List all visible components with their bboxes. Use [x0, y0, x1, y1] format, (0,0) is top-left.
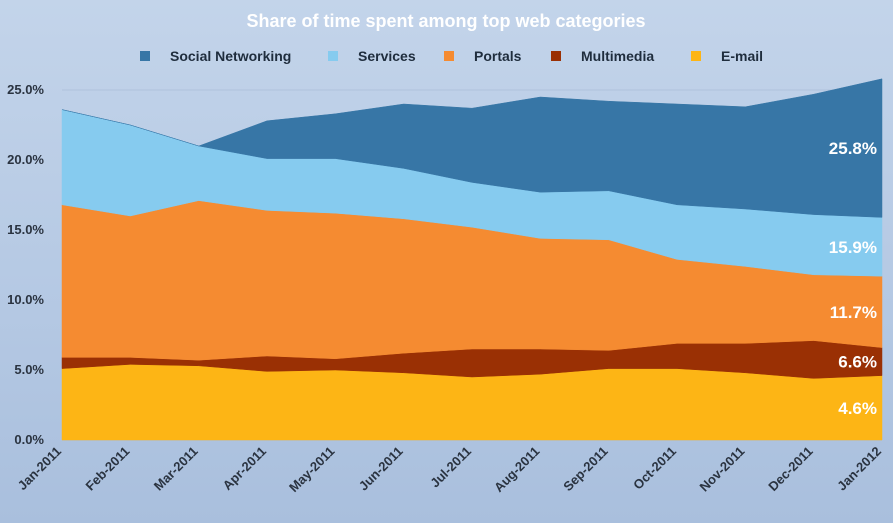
legend-swatch [328, 51, 338, 61]
y-tick-label: 25.0% [7, 82, 44, 97]
x-tick-label: Mar-2011 [151, 444, 201, 494]
y-tick-label: 20.0% [7, 152, 44, 167]
value-label-portals: 11.7% [830, 303, 877, 322]
y-tick-label: 10.0% [7, 292, 44, 307]
x-tick-label: May-2011 [286, 444, 337, 495]
legend-swatch [140, 51, 150, 61]
value-label-social-networking: 25.8% [829, 139, 877, 158]
y-tick-label: 5.0% [14, 362, 44, 377]
legend-swatch [551, 51, 561, 61]
x-tick-label: Jun-2011 [356, 444, 406, 494]
legend-item-multimedia: Multimedia [551, 48, 654, 64]
legend-label: Multimedia [581, 48, 654, 64]
legend: Social Networking Services Portals Multimed… [140, 48, 763, 64]
legend-swatch [444, 51, 454, 61]
legend-label: Social Networking [170, 48, 291, 64]
x-tick-label: Jan-2011 [15, 444, 64, 493]
x-tick-label: Aug-2011 [491, 444, 542, 495]
x-tick-label: Apr-2011 [220, 444, 269, 493]
legend-label: E-mail [721, 48, 763, 64]
x-tick-label: Jul-2011 [427, 444, 474, 491]
y-tick-label: 0.0% [14, 432, 44, 447]
legend-label: Portals [474, 48, 522, 64]
x-tick-label: Sep-2011 [560, 444, 610, 494]
legend-item-services: Services [328, 48, 416, 64]
x-tick-label: Feb-2011 [82, 444, 132, 494]
area-social-networking [61, 78, 883, 218]
value-label-services: 15.9% [829, 238, 877, 257]
area-series [61, 78, 883, 441]
chart-title: Share of time spent among top web catego… [246, 11, 645, 31]
x-tick-label: Jan-2012 [834, 444, 884, 494]
legend-item-portals: Portals [444, 48, 522, 64]
legend-label: Services [358, 48, 416, 64]
value-label-multimedia: 6.6% [838, 353, 877, 372]
x-tick-label: Oct-2011 [630, 444, 679, 493]
legend-item-e-mail: E-mail [691, 48, 763, 64]
legend-swatch [691, 51, 701, 61]
x-tick-label: Nov-2011 [696, 444, 747, 495]
value-label-e-mail: 4.6% [838, 399, 877, 418]
x-axis-ticks: Jan-2011 Feb-2011 Mar-2011 Apr-2011 May-2011… [15, 444, 884, 495]
x-tick-label: Dec-2011 [765, 444, 815, 494]
legend-item-social-networking: Social Networking [140, 48, 291, 64]
y-axis-ticks: 0.0% 5.0% 10.0% 15.0% 20.0% 25.0% [7, 82, 44, 447]
end-value-labels: 4.6% 6.6% 11.7% 15.9% 25.8% [829, 139, 877, 418]
y-tick-label: 15.0% [7, 222, 44, 237]
